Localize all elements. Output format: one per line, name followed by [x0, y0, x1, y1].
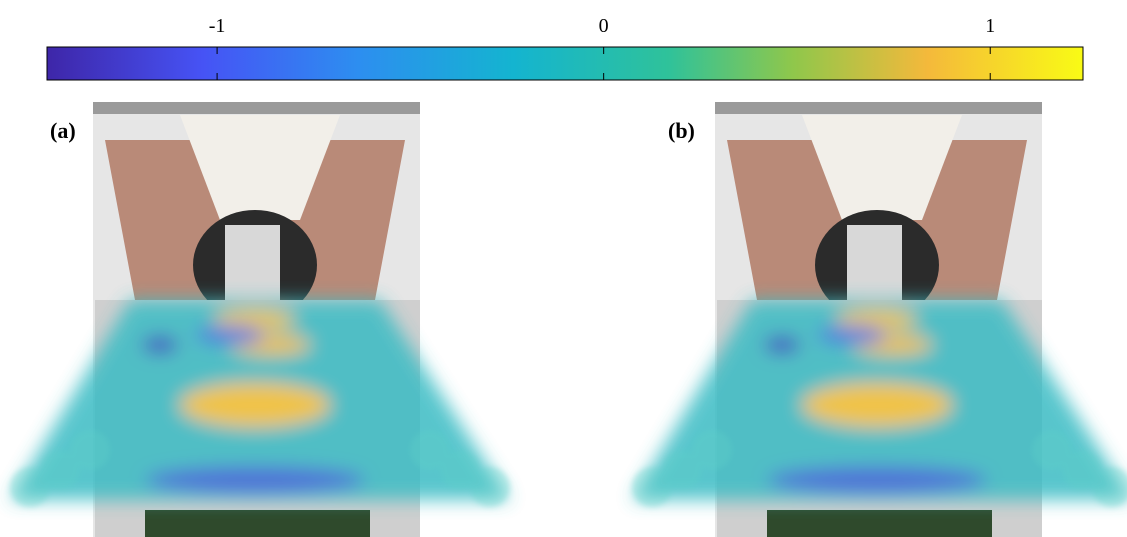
- panel-label: (a): [50, 118, 76, 143]
- tick-label: 0: [599, 15, 609, 37]
- photo-b: [632, 102, 1127, 537]
- tick-label: 1: [985, 15, 995, 37]
- tick-label: -1: [209, 15, 226, 37]
- colorbar: [47, 47, 1083, 80]
- figure: -1 0 1 (a) (b): [0, 0, 1127, 537]
- panel-label: (b): [668, 118, 695, 143]
- photo-a: [10, 102, 510, 537]
